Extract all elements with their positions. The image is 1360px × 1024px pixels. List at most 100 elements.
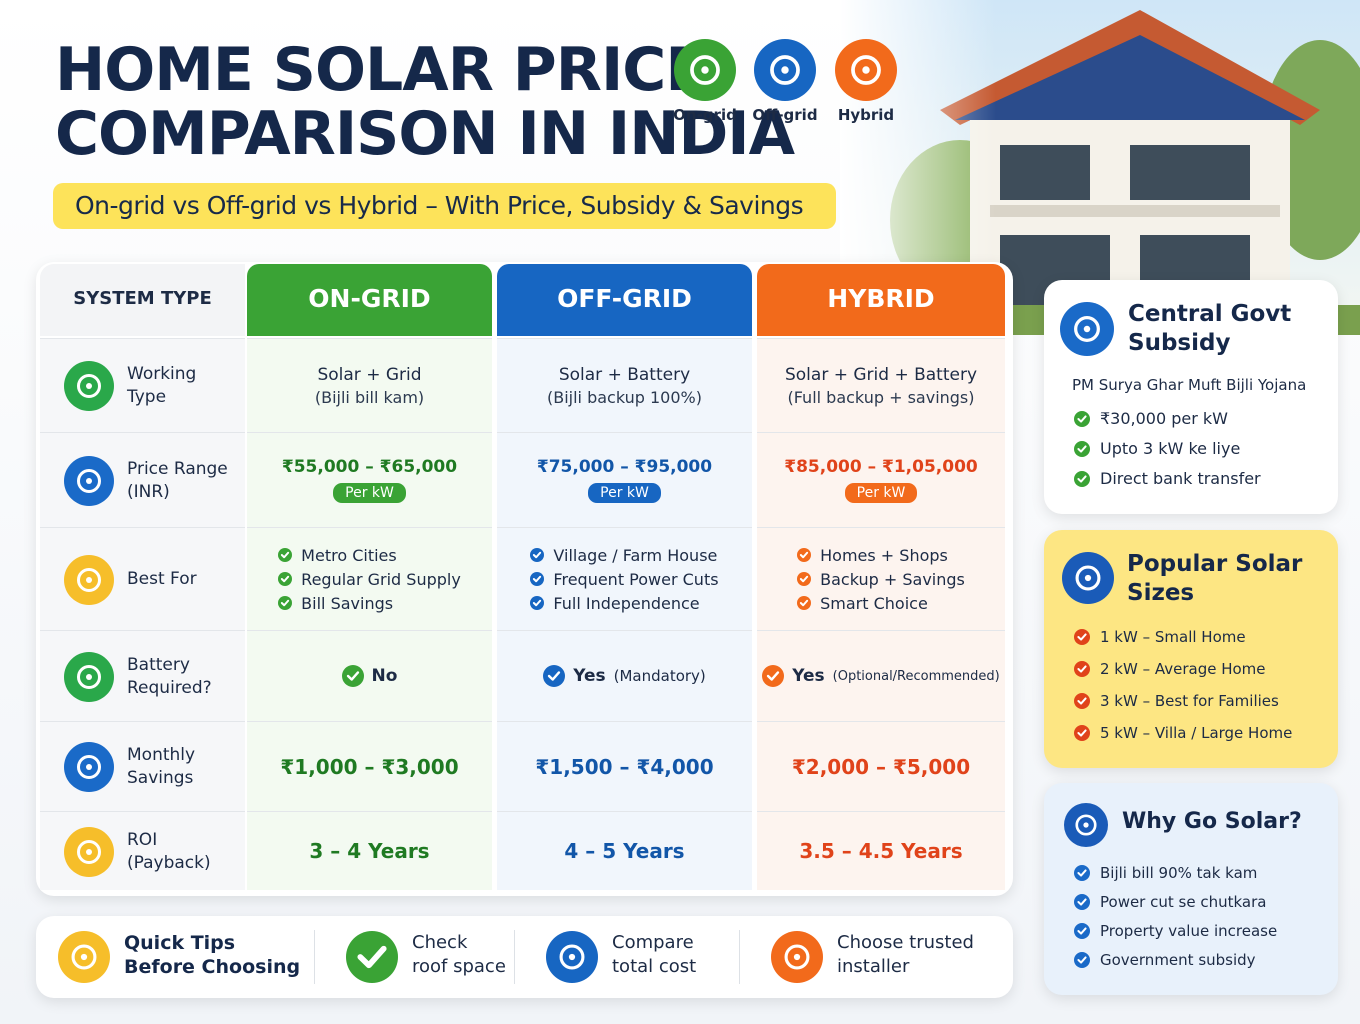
tip-text: Check roof space bbox=[412, 931, 506, 979]
cell-list: Metro Cities Regular Grid Supply Bill Savi… bbox=[278, 541, 461, 618]
bullet-check bbox=[530, 596, 545, 610]
table-cell: ₹85,000 – ₹1,05,000 Per kW bbox=[757, 432, 1005, 527]
cell-main: ₹55,000 – ₹65,000 bbox=[281, 457, 458, 477]
list-item: Backup + Savings bbox=[797, 570, 965, 589]
row-icon bbox=[64, 742, 114, 792]
row-label-line: Type bbox=[127, 387, 167, 407]
list-item: Direct bank transfer bbox=[1074, 469, 1261, 488]
row-label-cell: ROI (Payback) bbox=[40, 811, 245, 890]
cell-main: 4 – 5 Years bbox=[564, 839, 685, 863]
subtitle: On-grid vs Off-grid vs Hybrid – With Pri… bbox=[53, 183, 836, 229]
bullet-check bbox=[530, 572, 545, 586]
table-cell: Solar + Battery (Bijli backup 100%) bbox=[497, 338, 752, 432]
table-cell: ₹75,000 – ₹95,000 Per kW bbox=[497, 432, 752, 527]
cell-main: ₹75,000 – ₹95,000 bbox=[536, 457, 713, 477]
item-text: ₹30,000 per kW bbox=[1100, 409, 1228, 428]
item-text: 1 kW – Small Home bbox=[1100, 628, 1246, 646]
tips-title-line: Before Choosing bbox=[124, 956, 301, 978]
table-cell: ₹1,500 – ₹4,000 bbox=[497, 721, 752, 811]
row-label-line: Savings bbox=[127, 768, 194, 788]
tip-line: total cost bbox=[612, 956, 697, 977]
cell-main: Yes bbox=[573, 666, 606, 686]
sizes-title: Popular Solar Sizes bbox=[1127, 550, 1302, 608]
subsidy-icon bbox=[1060, 302, 1114, 356]
table-cell: Solar + Grid + Battery (Full backup + sav… bbox=[757, 338, 1005, 432]
cell-main: ₹85,000 – ₹1,05,000 bbox=[784, 457, 978, 477]
list-item: Bill Savings bbox=[278, 594, 461, 613]
list-item: Full Independence bbox=[530, 594, 718, 613]
row-label: Monthly Savings bbox=[127, 722, 195, 812]
list-text: Full Independence bbox=[553, 593, 700, 613]
status-check bbox=[762, 665, 785, 687]
table-cell: 3 – 4 Years bbox=[247, 811, 492, 890]
list-text: Bill Savings bbox=[301, 593, 394, 613]
list-item: Regular Grid Supply bbox=[278, 570, 461, 589]
row-label-line: (Payback) bbox=[127, 852, 211, 873]
list-item: 3 kW – Best for Families bbox=[1074, 692, 1279, 710]
row-label-line: ROI bbox=[127, 829, 158, 850]
list-item: Homes + Shops bbox=[797, 546, 965, 565]
tips-icon bbox=[58, 931, 110, 983]
column-header: OFF-GRID bbox=[497, 264, 752, 336]
cell-sub: (Bijli backup 100%) bbox=[547, 387, 702, 407]
sizes-title-line: Sizes bbox=[1127, 580, 1195, 606]
sizes-card: Popular Solar Sizes 1 kW – Small Home 2 kW … bbox=[1044, 530, 1338, 768]
tip-line: Compare bbox=[612, 932, 694, 953]
item-text: Bijli bill 90% tak kam bbox=[1100, 864, 1258, 882]
system-icon-label: Off-grid bbox=[752, 106, 818, 124]
row-label-line: Working bbox=[127, 364, 197, 384]
item-check bbox=[1074, 629, 1090, 645]
title-line: HOME SOLAR PRICE bbox=[55, 35, 706, 105]
cell-badge: Per kW bbox=[844, 483, 918, 503]
cell-line: Yes (Optional/Recommended) bbox=[762, 665, 1000, 687]
system-icon bbox=[754, 39, 816, 101]
list-text: Smart Choice bbox=[820, 593, 928, 613]
row-label-cell: Monthly Savings bbox=[40, 721, 245, 811]
tips-title: Quick Tips Before Choosing bbox=[124, 931, 300, 979]
divider bbox=[314, 930, 315, 984]
table-cell: ₹1,000 – ₹3,000 bbox=[247, 721, 492, 811]
cell-main: Yes bbox=[792, 666, 825, 686]
subsidy-card: Central Govt Subsidy PM Surya Ghar Muft Bi… bbox=[1044, 280, 1338, 514]
status-check bbox=[543, 665, 566, 687]
list-item: ₹30,000 per kW bbox=[1074, 409, 1228, 428]
list-text: Regular Grid Supply bbox=[301, 569, 461, 589]
why-card: Why Go Solar? Bijli bill 90% tak kam Power… bbox=[1044, 783, 1338, 995]
list-item: Property value increase bbox=[1074, 922, 1277, 940]
table-cell: Yes (Optional/Recommended) bbox=[757, 630, 1005, 721]
tip-line: roof space bbox=[412, 956, 506, 977]
cell-line: No bbox=[341, 665, 397, 687]
divider bbox=[514, 930, 515, 984]
tip-icon bbox=[546, 931, 598, 983]
table-cell: ₹2,000 – ₹5,000 bbox=[757, 721, 1005, 811]
bullet-check bbox=[797, 596, 812, 610]
subsidy-title-line: Central Govt bbox=[1128, 301, 1292, 327]
tips-title-line: Quick Tips bbox=[124, 932, 236, 954]
corner-cell: SYSTEM TYPE bbox=[40, 264, 245, 336]
system-icon-label: On-grid bbox=[673, 106, 737, 124]
cell-list: Village / Farm House Frequent Power Cuts F… bbox=[530, 541, 719, 618]
item-text: Property value increase bbox=[1100, 922, 1278, 940]
cell-main: Solar + Battery bbox=[558, 364, 691, 385]
row-label: Battery Required? bbox=[127, 631, 212, 722]
list-item: Frequent Power Cuts bbox=[530, 569, 719, 589]
item-text: 5 kW – Villa / Large Home bbox=[1100, 724, 1293, 742]
cell-main: ₹2,000 – ₹5,000 bbox=[791, 754, 971, 779]
system-icon bbox=[674, 39, 736, 101]
list-item: Bijli bill 90% tak kam bbox=[1074, 864, 1257, 882]
cell-line: Yes (Mandatory) bbox=[543, 665, 706, 687]
list-item: Village / Farm House bbox=[530, 546, 718, 565]
tips-bar: Quick Tips Before Choosing Check roof space… bbox=[36, 916, 1013, 998]
list-text: Frequent Power Cuts bbox=[553, 569, 719, 589]
item-check bbox=[1074, 410, 1090, 427]
item-check bbox=[1074, 894, 1090, 910]
row-label-cell: Best For bbox=[40, 527, 245, 630]
column-header: HYBRID bbox=[757, 264, 1005, 336]
row-label-line: Monthly bbox=[127, 745, 196, 765]
item-text: 3 kW – Best for Families bbox=[1100, 692, 1279, 710]
item-check bbox=[1074, 923, 1090, 939]
subsidy-title-line: Subsidy bbox=[1128, 330, 1231, 356]
system-icon-label: Hybrid bbox=[837, 106, 895, 124]
cell-list: Homes + Shops Backup + Savings Smart Choic… bbox=[797, 541, 965, 618]
row-icon bbox=[64, 455, 114, 506]
